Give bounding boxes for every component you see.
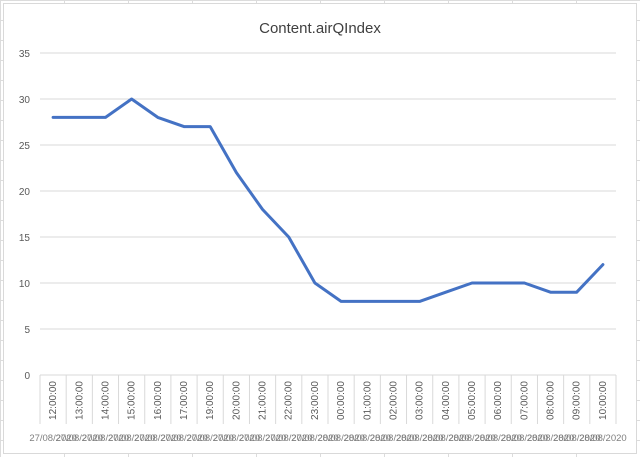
x-tick-label: 03:00:00: [415, 381, 426, 420]
x-date-label: 27/08/2020: [186, 433, 234, 444]
x-tick-label: 08:00:00: [546, 381, 557, 420]
y-tick-label: 20: [19, 187, 31, 198]
data-point: [234, 171, 238, 175]
x-date-label: 27/08/2020: [239, 433, 287, 444]
data-point: [287, 235, 291, 239]
data-point: [575, 290, 579, 294]
data-point: [261, 207, 265, 211]
x-date-label: 28/08/2020: [370, 433, 418, 444]
data-point: [418, 299, 422, 303]
line-chart: 0 5 10 15 20 25 30 35 12:00:00 13:00:00 14:00:00 15…: [19, 49, 627, 444]
x-tick-label: 21:00:00: [258, 381, 269, 420]
x-date-label: 28/08/2020: [474, 433, 522, 444]
x-tick-label: 12:00:00: [48, 381, 59, 420]
x-date-label: 27/08/2020: [160, 433, 208, 444]
y-tick-label: 35: [19, 49, 31, 60]
y-tick-label: 25: [19, 141, 31, 152]
x-tick-label: 06:00:00: [493, 381, 504, 420]
x-date-label: 28/08/2020: [501, 433, 549, 444]
x-date-label: 28/08/2020: [422, 433, 470, 444]
data-point: [77, 115, 81, 119]
x-tick-label: 04:00:00: [441, 381, 452, 420]
x-date-label: 27/08/2020: [291, 433, 339, 444]
x-date-label: 28/08/2020: [553, 433, 601, 444]
data-point: [470, 281, 474, 285]
x-tick-label: 22:00:00: [284, 381, 295, 420]
x-tick-label: 01:00:00: [362, 381, 373, 420]
x-tick-label: 07:00:00: [519, 381, 530, 420]
data-point: [208, 125, 212, 129]
x-date-label: 28/08/2020: [579, 433, 627, 444]
x-date-label: 28/08/2020: [343, 433, 391, 444]
data-point: [103, 115, 107, 119]
x-tick-label: 05:00:00: [467, 381, 478, 420]
x-tick-label: 10:00:00: [598, 381, 609, 420]
data-point: [444, 290, 448, 294]
x-date-label: 27/08/2020: [134, 433, 182, 444]
x-date-label: 27/08/2020: [108, 433, 156, 444]
x-date-label: 27/08/2020: [265, 433, 313, 444]
series-line: [51, 97, 605, 303]
x-date-label: 28/08/2020: [448, 433, 496, 444]
x-tick-label: 02:00:00: [388, 381, 399, 420]
x-date-label: 27/08/2020: [29, 433, 77, 444]
chart-title: Content.airQIndex: [259, 20, 381, 37]
data-point: [365, 299, 369, 303]
x-date-label: 27/08/2020: [82, 433, 130, 444]
data-point: [496, 281, 500, 285]
y-tick-label: 5: [24, 325, 30, 336]
data-point: [182, 125, 186, 129]
x-tick-label: 20:00:00: [231, 381, 242, 420]
data-point: [313, 281, 317, 285]
x-date-label: 27/08/2020: [213, 433, 261, 444]
x-tick-label: 09:00:00: [572, 381, 583, 420]
x-tick-label: 15:00:00: [127, 381, 138, 420]
data-point: [549, 290, 553, 294]
data-point: [339, 299, 343, 303]
chart-area[interactable]: Content.airQIndex 0 5 10 15 20 25 30 35 12:00:00…: [3, 3, 637, 454]
y-tick-label: 15: [19, 233, 31, 244]
x-tick-label: 16:00:00: [153, 381, 164, 420]
x-date-label: 28/08/2020: [317, 433, 365, 444]
x-date-label: 27/08/2020: [55, 433, 103, 444]
x-date-label: 28/08/2020: [396, 433, 444, 444]
x-date-label: 28/08/2020: [527, 433, 575, 444]
x-tick-label: 23:00:00: [310, 381, 321, 420]
y-tick-label: 10: [19, 279, 31, 290]
x-tick-label: 14:00:00: [100, 381, 111, 420]
x-tick-label: 17:00:00: [179, 381, 190, 420]
data-point: [51, 115, 55, 119]
data-point: [522, 281, 526, 285]
data-point: [601, 263, 605, 267]
data-point: [156, 115, 160, 119]
data-point: [130, 97, 134, 101]
x-tick-label: 19:00:00: [205, 381, 216, 420]
y-tick-label: 0: [24, 371, 30, 382]
data-point: [391, 299, 395, 303]
x-tick-label: 13:00:00: [74, 381, 85, 420]
y-tick-label: 30: [19, 95, 31, 106]
x-tick-label: 00:00:00: [336, 381, 347, 420]
